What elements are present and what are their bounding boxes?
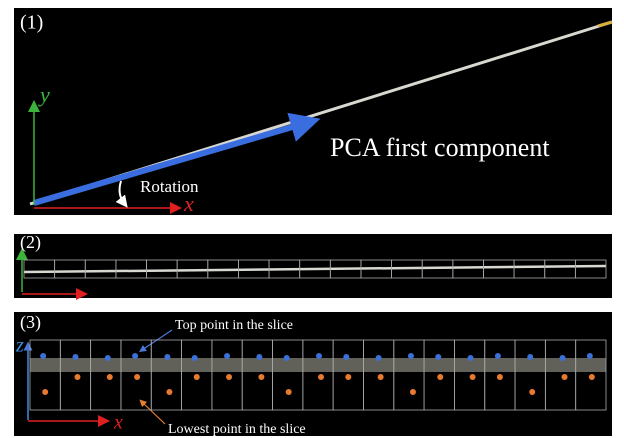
lowest-point: [345, 374, 351, 380]
axis-label: z: [15, 335, 24, 357]
lowest-point: [74, 374, 80, 380]
top-point: [560, 355, 566, 361]
lowest-point: [318, 374, 324, 380]
top-point: [284, 355, 290, 361]
panel-label: (3): [20, 312, 41, 333]
panel-3: (3) z x Top point in the slice Lowest po…: [14, 312, 612, 437]
lowest-point: [497, 374, 503, 380]
lowest-point: [42, 389, 48, 395]
lowest-point: [107, 374, 113, 380]
top-point: [72, 354, 78, 360]
lowest-point: [470, 374, 476, 380]
axis-label: x: [113, 412, 123, 434]
panel-label: (1): [20, 12, 43, 34]
panel-2: (2): [14, 232, 612, 298]
top-point: [224, 353, 230, 359]
lowest-point: [410, 389, 416, 395]
rotation-label: Rotation: [140, 177, 199, 196]
lowest-point: [589, 374, 595, 380]
lowest-point: [258, 374, 264, 380]
top-label: Top point in the slice: [175, 318, 293, 333]
top-point: [164, 354, 170, 360]
top-point: [495, 353, 501, 359]
top-point: [376, 355, 382, 361]
figure: (1) y x Rotation PCA first component (2)…: [0, 0, 624, 438]
top-point: [343, 354, 349, 360]
panel-label: (2): [20, 232, 41, 253]
lowest-point: [529, 389, 535, 395]
panel-background: [14, 312, 612, 436]
top-point: [468, 355, 474, 361]
point-band: [30, 358, 606, 372]
top-point: [316, 353, 322, 359]
lowest-point: [194, 374, 200, 380]
lowest-point: [378, 374, 384, 380]
lowest-point: [286, 389, 292, 395]
top-point: [527, 354, 533, 360]
lowest-point: [226, 374, 232, 380]
lowest-label: Lowest point in the slice: [168, 422, 306, 437]
axis-label: y: [38, 82, 50, 107]
lowest-point: [134, 374, 140, 380]
lowest-point: [437, 374, 443, 380]
top-point: [40, 353, 46, 359]
top-point: [408, 353, 414, 359]
top-point: [105, 355, 111, 361]
panel-1: (1) y x Rotation PCA first component: [14, 8, 612, 216]
lowest-point: [562, 374, 568, 380]
pca-label: PCA first component: [330, 133, 550, 162]
top-point: [256, 354, 262, 360]
top-point: [587, 353, 593, 359]
top-point: [132, 353, 138, 359]
top-point: [192, 355, 198, 361]
lowest-point: [166, 389, 172, 395]
top-point: [435, 354, 441, 360]
